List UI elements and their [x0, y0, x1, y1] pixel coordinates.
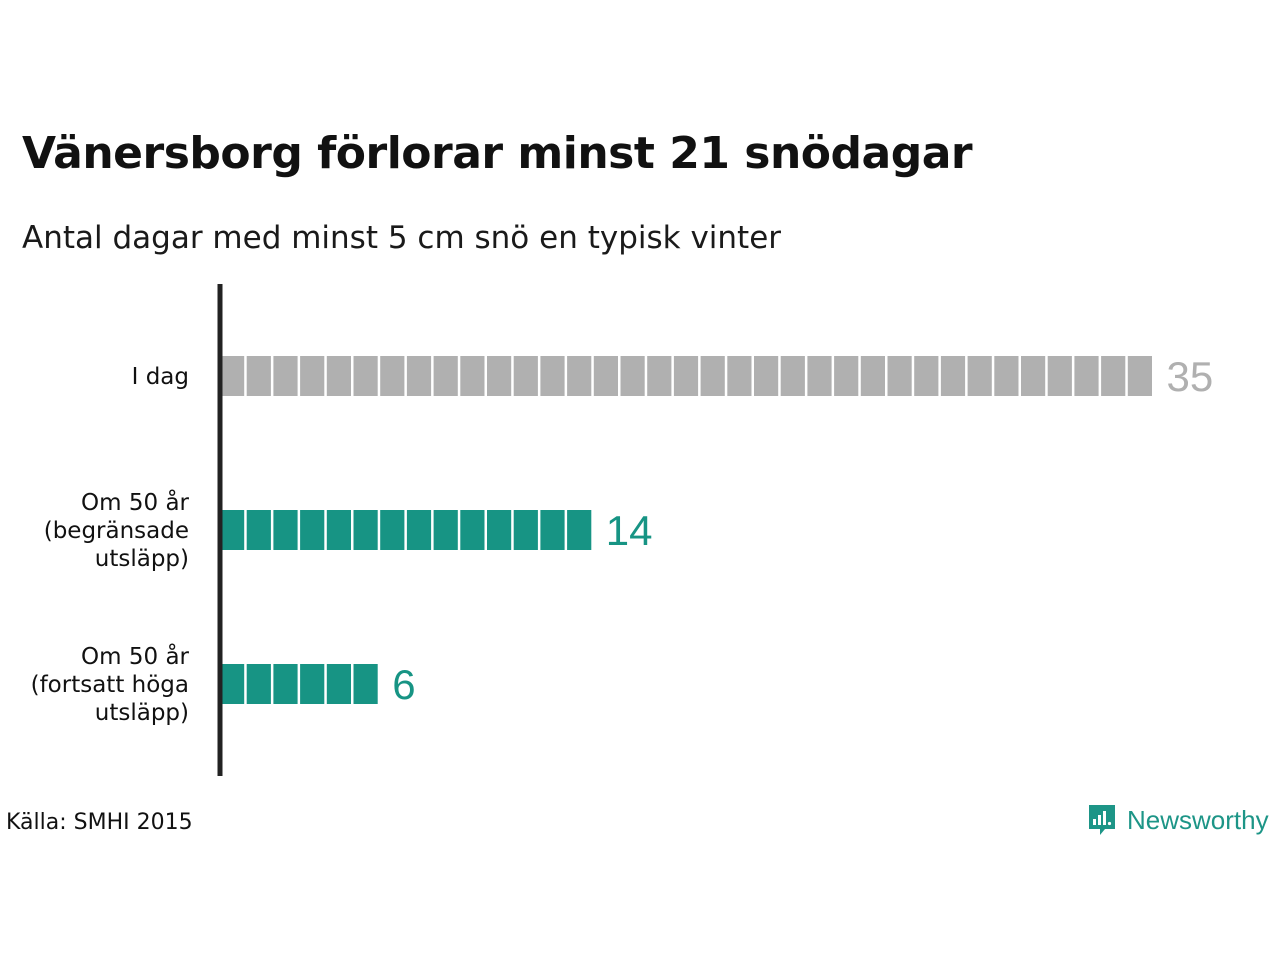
bar-unit — [460, 356, 485, 396]
source-note: Källa: SMHI 2015 — [6, 810, 193, 835]
bar-unit — [807, 356, 832, 396]
bar-unit — [727, 356, 752, 396]
bar-unit — [540, 510, 565, 550]
bar-unit — [1127, 356, 1152, 396]
bar-unit — [967, 356, 992, 396]
bar-unit — [914, 356, 939, 396]
bar-unit — [700, 356, 725, 396]
bar-unit — [353, 356, 378, 396]
brand-logo: Newsworthy — [1087, 803, 1269, 837]
bar-unit — [994, 356, 1019, 396]
bar-unit — [220, 356, 245, 396]
bar-unit — [246, 664, 271, 704]
bar-unit — [326, 664, 351, 704]
category-label: Om 50 år (fortsatt höga utsläpp) — [31, 642, 190, 726]
bar-unit — [353, 664, 378, 704]
bar-unit — [353, 510, 378, 550]
value-label: 14 — [606, 507, 653, 554]
newsworthy-logo-icon — [1089, 805, 1115, 835]
bar-unit — [647, 356, 672, 396]
bar-unit — [220, 510, 245, 550]
value-label: 35 — [1167, 353, 1214, 400]
bar-unit — [326, 356, 351, 396]
bar-unit — [540, 356, 565, 396]
bar-unit — [513, 356, 538, 396]
bar-unit — [567, 510, 592, 550]
bar-unit — [273, 664, 298, 704]
bar-unit — [754, 356, 779, 396]
bar-unit — [673, 356, 699, 396]
bar-unit — [220, 664, 245, 704]
bar-unit — [940, 356, 966, 396]
bar-unit — [780, 356, 805, 396]
bar-unit — [380, 356, 405, 396]
bar-unit — [834, 356, 859, 396]
bar-unit — [593, 356, 618, 396]
category-label: I dag — [132, 364, 189, 390]
value-label: 6 — [392, 661, 415, 708]
bar-unit — [887, 356, 912, 396]
bar-unit — [433, 356, 458, 396]
bar-unit — [1047, 356, 1072, 396]
bar-unit — [380, 510, 405, 550]
bar-unit — [567, 356, 592, 396]
bar-unit — [1101, 356, 1126, 396]
bar-unit — [860, 356, 885, 396]
bar-unit — [300, 356, 325, 396]
bar-unit — [406, 356, 432, 396]
bar-unit — [300, 664, 325, 704]
bar-unit — [406, 510, 432, 550]
bar-unit — [246, 356, 271, 396]
chart-title: Vänersborg förlorar minst 21 snödagar — [22, 128, 973, 179]
brand-name: Newsworthy — [1127, 804, 1269, 835]
bar-unit — [460, 510, 485, 550]
bar-unit — [273, 356, 298, 396]
chart-subtitle: Antal dagar med minst 5 cm snö en typisk… — [22, 220, 782, 256]
bar-unit — [620, 356, 645, 396]
bar-unit — [273, 510, 298, 550]
bar-unit — [1021, 356, 1046, 396]
bar-unit — [513, 510, 538, 550]
bar-unit — [300, 510, 325, 550]
bar-unit — [246, 510, 271, 550]
category-label: Om 50 år (begränsade utsläpp) — [44, 488, 190, 572]
bar-unit — [487, 510, 512, 550]
bar-unit — [1074, 356, 1099, 396]
bar-unit — [487, 356, 512, 396]
bar-unit — [326, 510, 351, 550]
bar-unit — [433, 510, 458, 550]
